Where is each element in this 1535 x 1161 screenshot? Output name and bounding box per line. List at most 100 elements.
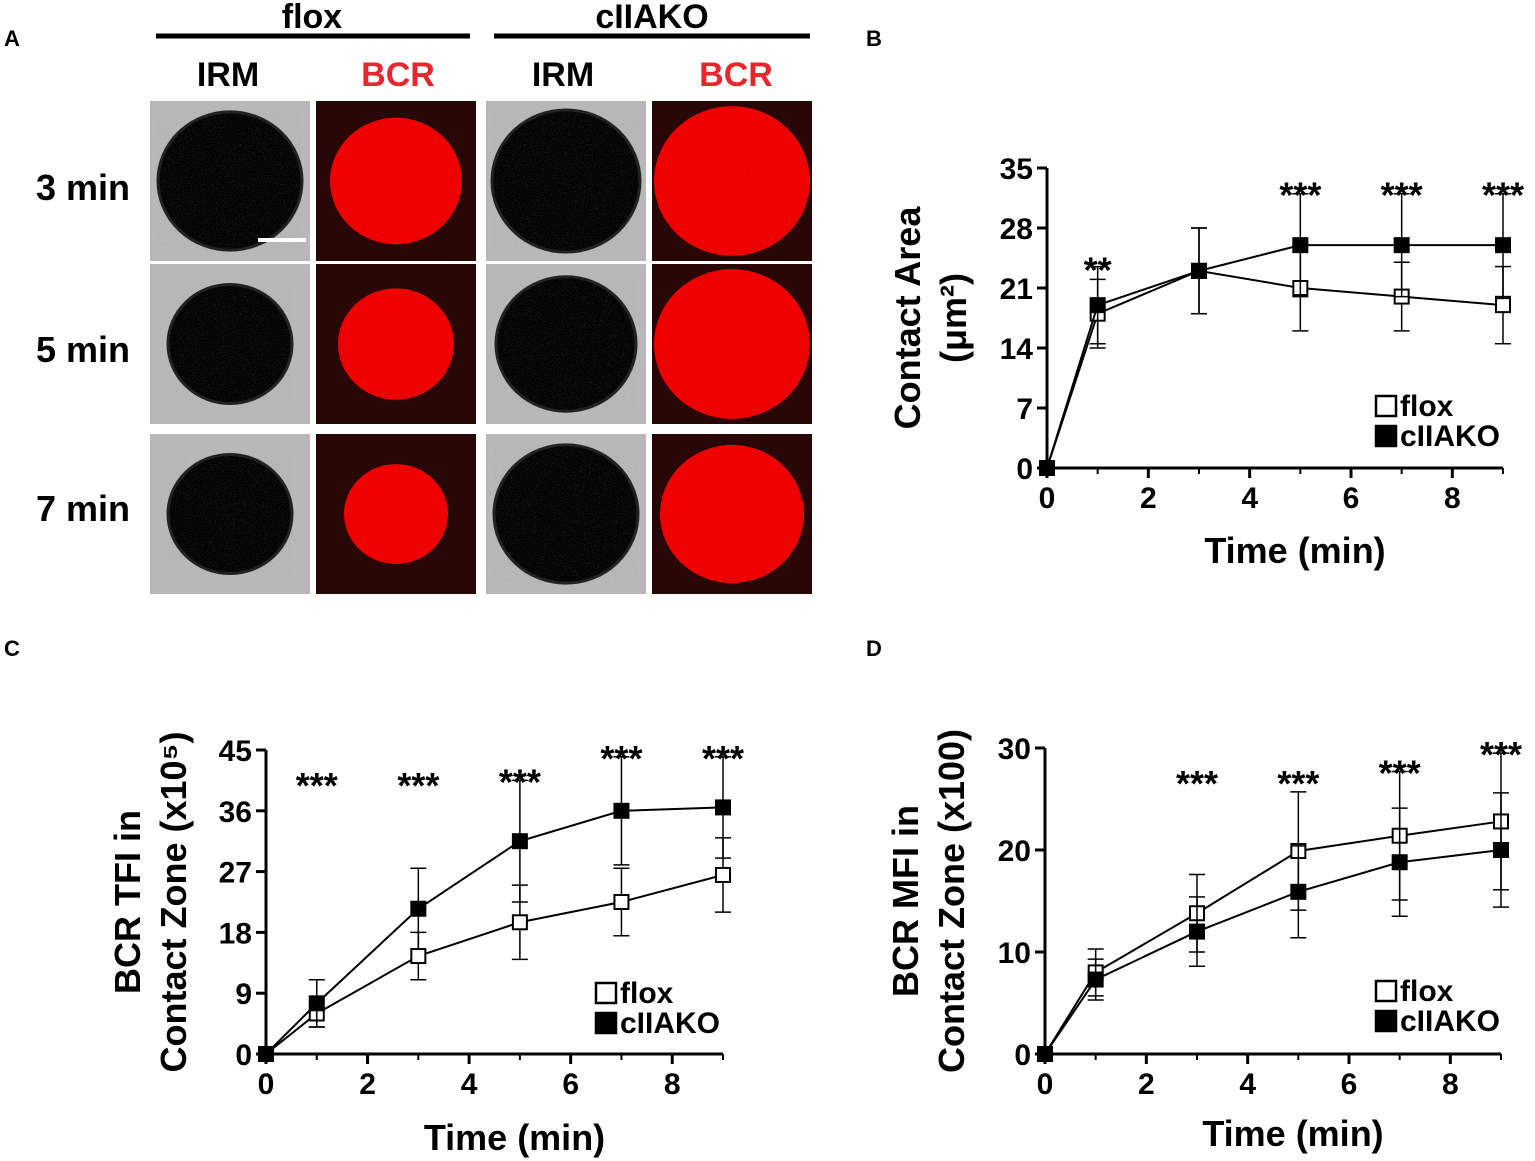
channel-label-irm: IRM (197, 56, 259, 94)
y-tick-label: 18 (219, 917, 252, 950)
micrograph-tile (316, 434, 476, 594)
data-point (511, 914, 528, 931)
y-tick-label: 0 (235, 1039, 252, 1072)
row-label-7min: 7 min (36, 488, 130, 529)
panel-label-c: C (4, 636, 20, 661)
panel-label-d: D (866, 636, 882, 661)
x-tick-label: 8 (1444, 482, 1461, 515)
x-tick-label: 8 (1442, 1068, 1459, 1101)
y-tick-label: 28 (1000, 213, 1033, 246)
panel-label-b: B (866, 26, 882, 51)
significance-marker: *** (1482, 175, 1524, 216)
legend-swatch (1374, 424, 1398, 448)
x-tick-label: 4 (461, 1068, 478, 1101)
series-ciiako (1039, 192, 1511, 476)
y-tick-label: 21 (1000, 273, 1033, 306)
data-point (258, 1046, 274, 1062)
data-point (1039, 460, 1055, 476)
channel-label-irm: IRM (532, 56, 594, 94)
micrograph-tile (316, 101, 476, 261)
x-tick-label: 0 (1039, 482, 1056, 515)
significance-marker: *** (600, 738, 642, 779)
legend-label: cIIAKO (620, 1007, 720, 1040)
y-axis-label: Contact Zone (x100) (931, 729, 972, 1073)
irm-cell-contact (496, 276, 636, 412)
x-tick-label: 2 (1140, 482, 1157, 515)
legend-label: cIIAKO (1400, 420, 1500, 453)
y-axis-label: Contact Zone (x10⁵) (153, 732, 194, 1073)
y-tick-label: 9 (235, 978, 252, 1011)
y-tick-label: 10 (998, 937, 1031, 970)
micrograph-tile (316, 264, 476, 424)
legend-swatch (594, 981, 618, 1005)
significance-marker: *** (1379, 752, 1421, 793)
legend-swatch (594, 1011, 618, 1035)
series-line (1044, 820, 1502, 1055)
series-line (1044, 849, 1502, 1055)
significance-marker: *** (499, 761, 541, 802)
irm-cell-contact (168, 284, 292, 404)
micrograph-tile (486, 264, 646, 424)
row-label-5min: 5 min (36, 329, 130, 370)
x-tick-label: 4 (1241, 482, 1258, 515)
significance-marker: ** (1084, 250, 1112, 291)
panel-c-chart: C 0 2 4 6 8 0 9 18 27 36 45 Time (min) BCR TFI in Con… (4, 636, 744, 1158)
irm-cell-edge (166, 282, 294, 406)
x-tick-label: 8 (664, 1068, 681, 1101)
legend-label: flox (620, 977, 674, 1010)
legend-label: flox (1400, 975, 1454, 1008)
significance-marker: *** (296, 765, 338, 806)
legend-swatch (1374, 394, 1398, 418)
data-point (715, 866, 731, 883)
channel-label-bcr: BCR (361, 56, 435, 94)
panel-a: A flox cIIAKO IRM BCR IRM BCR 3 min 5 mi… (4, 0, 812, 594)
x-tick-label: 4 (1239, 1068, 1256, 1101)
x-tick-label: 2 (1138, 1068, 1155, 1101)
y-tick-label: 14 (1000, 333, 1034, 366)
bcr-cell-signal (330, 117, 462, 245)
micrograph-tile (486, 101, 646, 261)
data-point (1189, 923, 1205, 940)
irm-cell-contact (168, 454, 292, 574)
data-point (410, 948, 427, 965)
y-axis-label: Contact Area (887, 206, 928, 430)
y-tick-label: 27 (219, 857, 252, 890)
y-tick-label: 0 (1014, 1039, 1031, 1072)
data-point (1290, 883, 1307, 900)
micrograph-tile (486, 434, 646, 594)
bcr-cell-signal (338, 288, 454, 400)
x-tick-label: 0 (1037, 1068, 1054, 1101)
data-point (1495, 297, 1511, 314)
panel-label-a: A (4, 26, 20, 51)
data-point (1495, 237, 1511, 254)
y-tick-label: 30 (998, 733, 1031, 766)
data-point (1493, 842, 1509, 858)
data-point (1391, 854, 1408, 871)
irm-cell-edge (156, 110, 304, 252)
irm-cell-edge (492, 443, 640, 585)
x-tick-label: 6 (1343, 482, 1360, 515)
row-label-3min: 3 min (36, 167, 130, 208)
data-point (613, 802, 630, 819)
irm-cell-contact (158, 111, 302, 251)
y-axis-label: BCR TFI in (107, 810, 148, 994)
bcr-cell-signal (344, 464, 448, 564)
x-tick-label: 2 (359, 1068, 376, 1101)
bcr-cell-signal (654, 269, 810, 419)
bcr-cell-signal (654, 106, 810, 256)
x-tick-label: 0 (258, 1068, 275, 1101)
legend-label: flox (1400, 390, 1454, 423)
significance-marker: *** (1176, 763, 1218, 804)
irm-cell-contact (494, 444, 638, 584)
series-line (265, 874, 724, 1055)
x-tick-label: 6 (562, 1068, 579, 1101)
group-header-flox: flox (282, 0, 343, 36)
irm-cell-edge (490, 108, 642, 254)
x-tick-label: 6 (1341, 1068, 1358, 1101)
data-point (511, 833, 528, 850)
micrograph-tile (150, 101, 310, 261)
series-line (1046, 269, 1504, 469)
micrograph-tile (652, 101, 812, 261)
x-axis-label: Time (min) (424, 1117, 605, 1158)
